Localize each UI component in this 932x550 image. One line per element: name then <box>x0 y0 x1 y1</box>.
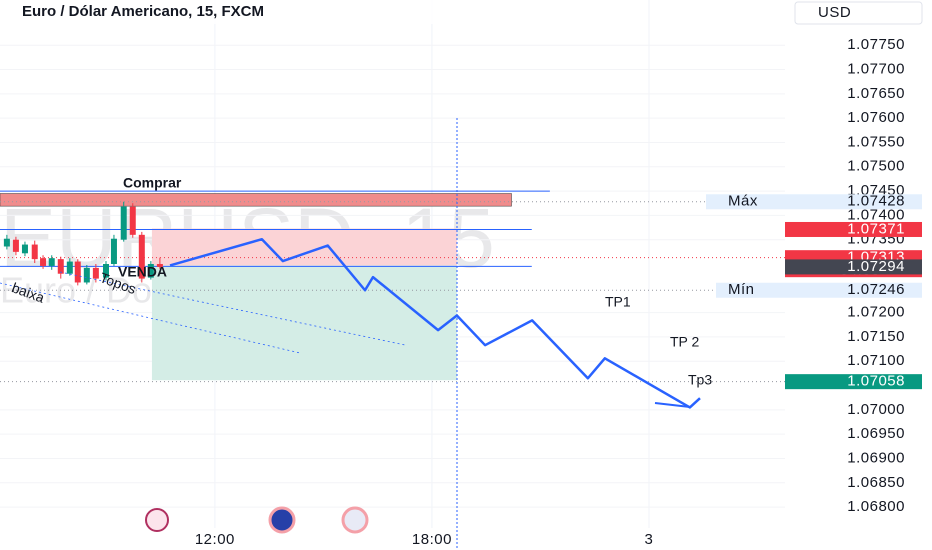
x-tick-label: 12:00 <box>195 531 235 548</box>
candle-body <box>74 261 81 283</box>
currency-box[interactable] <box>794 1 923 25</box>
candle-body <box>40 258 47 266</box>
candle-body <box>102 264 109 278</box>
min-tag-bg <box>785 282 922 298</box>
y-tick-label: 1.07500 <box>847 158 905 175</box>
trendline <box>59 271 406 346</box>
annotation: Tp3 <box>688 372 712 388</box>
projection-line <box>169 237 701 409</box>
zone <box>0 193 512 207</box>
candle-body <box>66 261 73 274</box>
candle-body <box>57 259 64 274</box>
zone <box>151 228 457 266</box>
candle-body <box>138 234 145 279</box>
y-tick-label: 1.07000 <box>847 401 905 418</box>
candle-body <box>83 267 90 283</box>
annotation: TP1 <box>605 294 631 310</box>
event-icon[interactable] <box>145 508 169 532</box>
trendline <box>0 282 301 354</box>
symbol-title[interactable]: Euro / Dólar Americano, 15, FXCM <box>22 3 264 20</box>
y-tick-label: 1.07150 <box>847 328 905 345</box>
event-icons <box>145 506 369 534</box>
candle-body <box>120 206 127 240</box>
min-label-bg <box>716 282 785 298</box>
price-tag: 1.07371 <box>847 220 905 237</box>
y-tick-label: 1.07200 <box>847 304 905 321</box>
candle-body <box>147 264 154 278</box>
max-label: Máx <box>728 193 758 210</box>
y-tick-label: 1.07400 <box>847 206 905 223</box>
y-tick-label: 1.07650 <box>847 85 905 102</box>
x-tick-label: 18:00 <box>412 531 452 548</box>
annotation: VENDA <box>118 264 167 280</box>
y-tick-label: 1.07100 <box>847 352 905 369</box>
y-tick-label: 1.07550 <box>847 133 905 150</box>
min-label: Mín <box>728 281 755 298</box>
projection-hook <box>654 402 691 408</box>
x-tick-label: 3 <box>645 531 654 548</box>
annotation: TP 2 <box>670 334 700 350</box>
candle-body <box>156 264 163 267</box>
marks <box>0 190 785 409</box>
candle-body <box>48 258 55 266</box>
y-tick-label: 1.06850 <box>847 474 905 491</box>
price-tag-bg <box>785 374 922 390</box>
max-tag-bg <box>785 194 922 210</box>
price-tag-bg <box>785 259 922 275</box>
currency[interactable]: USD <box>818 4 851 21</box>
y-tick-label: 1.07750 <box>847 36 905 53</box>
annotation: Comprar <box>123 175 182 191</box>
zone <box>151 265 457 381</box>
candle-body <box>92 267 99 279</box>
y-tick-label: 1.07600 <box>847 109 905 126</box>
max-label-bg <box>706 194 785 210</box>
y-tick-label: 1.06800 <box>847 498 905 515</box>
min-tag: 1.07246 <box>847 281 905 298</box>
price-axis: 1.07750 1.07700 1.07650 1.07600 1.07550 1.075… <box>706 36 922 515</box>
price-tag-bg <box>785 221 922 237</box>
event-icon[interactable] <box>341 506 369 534</box>
price-tag: 1.07058 <box>847 373 905 390</box>
candle-body <box>21 244 28 254</box>
event-icon[interactable] <box>268 506 296 534</box>
candle-body <box>31 244 38 260</box>
price-tag: 1.07294 <box>847 258 905 275</box>
candle-body <box>3 238 10 247</box>
candle-body <box>110 238 117 264</box>
header-bg <box>0 0 500 24</box>
y-tick-label: 1.06950 <box>847 425 905 442</box>
candle-body <box>12 239 19 252</box>
y-tick-label: 1.06900 <box>847 449 905 466</box>
y-tick-label: 1.07700 <box>847 60 905 77</box>
max-tag: 1.07428 <box>847 193 905 210</box>
candle-body <box>129 206 136 235</box>
